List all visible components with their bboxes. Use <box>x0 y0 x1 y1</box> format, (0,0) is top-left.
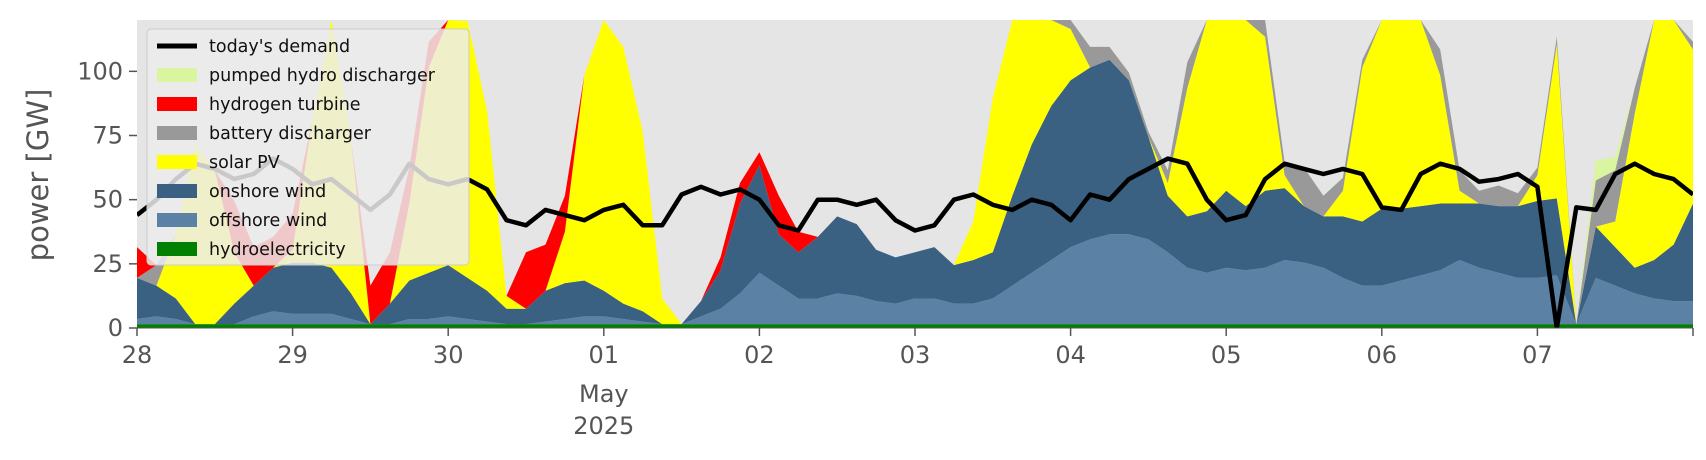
legend-swatch-pumped-hydro-discharger <box>157 68 197 82</box>
y-axis-label: power [GW] <box>21 89 55 262</box>
legend-swatch-hydroelectricity <box>157 242 197 256</box>
x-tick-label: 28 <box>122 341 153 369</box>
month-label: May <box>579 380 629 408</box>
x-tick-label: 05 <box>1211 341 1242 369</box>
x-ticks: 28 29 30 01 02 03 04 05 06 07 <box>122 327 1694 369</box>
y-tick-label: 50 <box>92 186 123 214</box>
legend: today's demand pumped hydro discharger hyd… <box>146 28 470 266</box>
legend-swatch-solar-pv <box>157 155 197 169</box>
x-tick-label: 01 <box>589 341 620 369</box>
axes: power [GW] 0 25 50 75 100 28 29 30 01 02 03 04 05 06… <box>21 57 1694 440</box>
y-tick-label: 100 <box>77 57 123 85</box>
legend-label-today-s-demand: today's demand <box>209 37 350 57</box>
y-tick-label: 0 <box>108 314 123 342</box>
x-tick-label: 06 <box>1367 341 1398 369</box>
y-tick-label: 25 <box>92 250 123 278</box>
legend-label-pumped-hydro-discharger: pumped hydro discharger <box>209 66 436 86</box>
legend-swatch-hydrogen-turbine <box>157 97 197 111</box>
x-tick-label: 29 <box>277 341 308 369</box>
y-ticks: 0 25 50 75 100 <box>77 57 137 342</box>
legend-label-hydroelectricity: hydroelectricity <box>209 240 346 260</box>
legend-label-solar-pv: solar PV <box>209 153 280 173</box>
y-tick-label: 75 <box>92 122 123 150</box>
area-hydroelectricity <box>137 324 1693 328</box>
area-onshore-wind <box>137 59 1693 325</box>
x-tick-label: 04 <box>1055 341 1086 369</box>
legend-swatch-battery-discharger <box>157 126 197 140</box>
legend-swatch-onshore-wind <box>157 184 197 198</box>
legend-label-onshore-wind: onshore wind <box>209 182 326 202</box>
legend-label-offshore-wind: offshore wind <box>209 211 327 231</box>
x-tick-label: 02 <box>744 341 775 369</box>
area-offshore-wind <box>137 234 1693 325</box>
legend-label-battery-discharger: battery discharger <box>209 124 372 144</box>
legend-label-hydrogen-turbine: hydrogen turbine <box>209 95 361 115</box>
legend-box <box>146 28 470 266</box>
x-tick-label: 30 <box>433 341 464 369</box>
x-tick-label: 07 <box>1522 341 1553 369</box>
x-tick-label: 03 <box>900 341 931 369</box>
year-label: 2025 <box>573 412 634 440</box>
legend-swatch-offshore-wind <box>157 213 197 227</box>
